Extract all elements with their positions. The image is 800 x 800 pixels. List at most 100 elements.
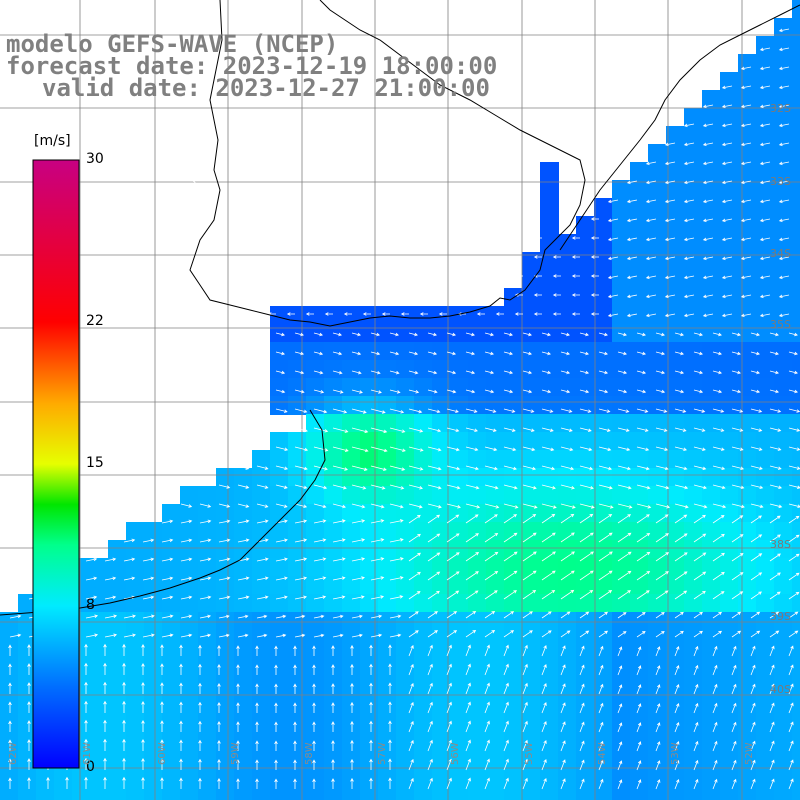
wind-arrow <box>712 332 722 337</box>
wind-arrow <box>693 533 707 543</box>
wind-speed-cell <box>126 612 145 631</box>
wind-speed-cell <box>0 792 19 800</box>
wind-arrow <box>541 702 547 714</box>
wind-speed-cell <box>630 486 649 505</box>
wind-arrow <box>446 503 461 509</box>
wind-arrow <box>484 446 498 452</box>
wind-arrow <box>750 721 756 733</box>
wind-arrow <box>427 739 433 752</box>
wind-arrow <box>674 759 680 771</box>
wind-arrow <box>579 702 585 714</box>
wind-speed-cell <box>468 702 487 721</box>
wind-arrow <box>522 551 537 562</box>
wind-speed-cell <box>180 792 199 800</box>
wind-speed-cell <box>738 522 757 541</box>
wind-arrow <box>122 643 126 656</box>
wind-arrow <box>693 590 706 600</box>
wind-speed-cell <box>612 792 631 800</box>
wind-speed-cell <box>486 342 505 361</box>
wind-speed-cell <box>594 378 613 397</box>
wind-speed-cell <box>630 468 649 487</box>
wind-speed-cell <box>432 486 451 505</box>
wind-arrow <box>503 777 509 790</box>
wind-speed-cell <box>666 720 685 739</box>
wind-speed-cell <box>792 792 800 800</box>
wind-speed-cell <box>792 666 800 685</box>
wind-speed-cell <box>594 360 613 379</box>
wind-speed-cell <box>576 684 595 703</box>
wind-speed-cell <box>252 504 271 523</box>
wind-arrow <box>388 644 392 656</box>
wind-arrow <box>218 538 231 543</box>
wind-arrow <box>579 551 594 562</box>
wind-speed-cell <box>198 720 217 739</box>
wind-arrow <box>731 534 744 543</box>
wind-arrow <box>256 576 269 581</box>
wind-arrow <box>465 720 471 733</box>
wind-speed-cell <box>630 684 649 703</box>
wind-speed-cell <box>324 540 343 559</box>
wind-speed-cell <box>234 486 253 505</box>
wind-arrow <box>769 503 783 509</box>
wind-speed-cell <box>486 738 505 757</box>
wind-speed-cell <box>612 522 631 541</box>
wind-arrow <box>408 682 414 695</box>
wind-arrow <box>522 644 528 657</box>
wind-speed-cell <box>702 180 721 199</box>
wind-arrow <box>674 446 688 451</box>
wind-speed-cell <box>126 648 145 667</box>
wind-arrow <box>381 312 390 316</box>
wind-speed-cell <box>324 792 343 800</box>
wind-speed-cell <box>288 522 307 541</box>
wind-speed-cell <box>306 594 325 613</box>
wind-speed-cell <box>504 414 523 433</box>
wind-arrow <box>465 370 476 375</box>
wind-speed-cell <box>540 396 559 415</box>
wind-arrow <box>217 739 221 751</box>
wind-speed-cell <box>342 432 361 451</box>
wind-arrow <box>332 351 343 356</box>
wind-speed-cell <box>288 378 307 397</box>
wind-arrow <box>740 237 752 242</box>
wind-speed-cell <box>306 432 325 451</box>
wind-arrow <box>217 777 221 789</box>
wind-arrow <box>712 630 723 638</box>
wind-speed-cell <box>360 702 379 721</box>
wind-arrow <box>275 614 287 619</box>
wind-speed-cell <box>324 774 343 793</box>
wind-arrow <box>636 684 642 695</box>
wind-speed-cell <box>162 576 181 595</box>
wind-speed-cell <box>792 342 800 361</box>
wind-arrow <box>484 484 499 490</box>
wind-arrow <box>750 534 763 543</box>
wind-arrow <box>769 611 780 619</box>
wind-speed-cell <box>450 378 469 397</box>
wind-speed-cell <box>270 450 289 469</box>
wind-speed-cell <box>414 576 433 595</box>
wind-speed-cell <box>216 738 235 757</box>
wind-speed-cell <box>540 288 559 307</box>
wind-arrow <box>446 777 452 790</box>
wind-arrow <box>255 645 259 656</box>
wind-arrow <box>408 351 419 356</box>
wind-arrow <box>370 332 381 337</box>
wind-arrow <box>503 532 518 543</box>
wind-speed-cell <box>270 342 289 361</box>
wind-speed-cell <box>540 162 559 181</box>
wind-arrow <box>541 389 552 394</box>
wind-speed-cell <box>324 702 343 721</box>
wind-arrow <box>191 141 200 145</box>
wind-arrow <box>369 739 373 751</box>
wind-arrow <box>503 389 514 394</box>
wind-arrow <box>759 256 771 261</box>
wind-arrow <box>712 683 718 695</box>
wind-speed-cell <box>360 576 379 595</box>
wind-arrow <box>503 644 509 657</box>
wind-speed-cell <box>306 342 325 361</box>
wind-arrow <box>446 611 458 619</box>
wind-arrow <box>759 161 771 166</box>
wind-arrow <box>740 199 752 204</box>
wind-arrow <box>541 465 556 471</box>
wind-arrow <box>370 503 385 509</box>
wind-arrow <box>731 759 737 771</box>
